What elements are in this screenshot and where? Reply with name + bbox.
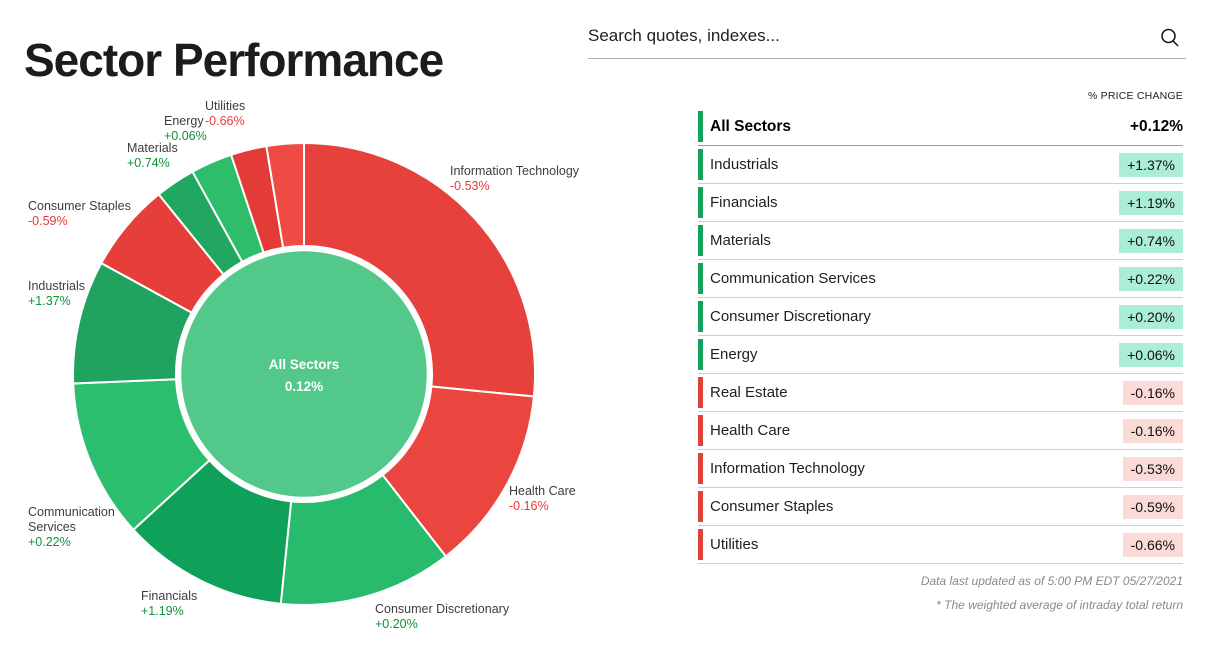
- sector-table: % PRICE CHANGE All Sectors +0.12% Indust…: [698, 90, 1183, 564]
- donut-center-value: 0.12%: [285, 379, 323, 394]
- chart-label-sector-name: Consumer Discretionary: [375, 602, 510, 616]
- chart-label-communication-services: Communication Services +0.22%: [28, 505, 140, 550]
- chart-label-change-value: -0.16%: [509, 499, 549, 513]
- row-price-change-badge: -0.59%: [1122, 494, 1183, 519]
- row-price-change-badge: +1.37%: [1119, 152, 1183, 177]
- table-row-consumer-staples[interactable]: Consumer Staples -0.59%: [698, 488, 1183, 526]
- table-row-real-estate[interactable]: Real Estate -0.16%: [698, 374, 1183, 412]
- row-sector-name: Real Estate: [710, 384, 788, 401]
- row-color-bar: [698, 111, 703, 142]
- row-color-bar: [698, 415, 703, 446]
- last-updated-text: Data last updated as of 5:00 PM EDT 05/2…: [920, 574, 1183, 588]
- row-color-bar: [698, 263, 703, 294]
- table-row-financials[interactable]: Financials +1.19%: [698, 184, 1183, 222]
- row-color-bar: [698, 225, 703, 256]
- chart-label-change-value: -0.66%: [205, 114, 245, 128]
- row-color-bar: [698, 187, 703, 218]
- price-change-column-header: % PRICE CHANGE: [1088, 90, 1183, 102]
- table-row-information-technology[interactable]: Information Technology -0.53%: [698, 450, 1183, 488]
- row-sector-name: Utilities: [710, 536, 759, 553]
- row-price-change-badge: +0.22%: [1119, 266, 1183, 291]
- donut-segment-real-estate[interactable]: [265, 142, 305, 249]
- chart-label-utilities: Utilities -0.66%: [205, 99, 305, 129]
- chart-label-change-value: +1.37%: [28, 294, 71, 308]
- row-price-change: +0.12%: [1129, 117, 1183, 135]
- row-price-change-badge: -0.53%: [1122, 456, 1183, 481]
- donut-center-circle: [178, 248, 430, 500]
- table-row-all-sectors[interactable]: All Sectors +0.12%: [698, 108, 1183, 146]
- row-sector-name: Information Technology: [710, 460, 865, 477]
- table-row-industrials[interactable]: Industrials +1.37%: [698, 146, 1183, 184]
- row-sector-name: Industrials: [710, 156, 779, 173]
- chart-label-energy: Energy +0.06%: [164, 114, 264, 144]
- chart-label-sector-name: Utilities: [205, 99, 246, 113]
- chart-label-sector-name: Energy: [164, 114, 204, 128]
- chart-label-change-value: +0.06%: [164, 129, 207, 143]
- table-row-energy[interactable]: Energy +0.06%: [698, 336, 1183, 374]
- row-color-bar: [698, 529, 703, 560]
- row-sector-name: Consumer Discretionary: [710, 308, 871, 325]
- chart-label-consumer-staples: Consumer Staples -0.59%: [28, 199, 188, 229]
- row-sector-name: Health Care: [710, 422, 791, 439]
- chart-label-sector-name: Financials: [141, 589, 198, 603]
- chart-label-change-value: +0.22%: [28, 535, 71, 549]
- row-sector-name: Consumer Staples: [710, 498, 834, 515]
- table-row-utilities[interactable]: Utilities -0.66%: [698, 526, 1183, 564]
- chart-label-change-value: +0.20%: [375, 617, 418, 631]
- row-color-bar: [698, 339, 703, 370]
- chart-label-consumer-discretionary: Consumer Discretionary +0.20%: [375, 602, 575, 632]
- row-color-bar: [698, 453, 703, 484]
- chart-label-materials: Materials +0.74%: [127, 141, 237, 171]
- chart-label-information-technology: Information Technology -0.53%: [450, 164, 610, 194]
- row-sector-name: Communication Services: [710, 270, 876, 287]
- donut-segment-information-technology[interactable]: [303, 142, 536, 398]
- row-color-bar: [698, 377, 703, 408]
- page-title: Sector Performance: [24, 33, 444, 86]
- chart-label-sector-name: Information Technology: [450, 164, 580, 178]
- row-sector-name: Materials: [710, 232, 771, 249]
- footer-notes: Data last updated as of 5:00 PM EDT 05/2…: [921, 569, 1183, 617]
- row-price-change-badge: +0.06%: [1119, 342, 1183, 367]
- search-icon[interactable]: [1158, 26, 1182, 50]
- table-row-consumer-discretionary[interactable]: Consumer Discretionary +0.20%: [698, 298, 1183, 336]
- row-color-bar: [698, 301, 703, 332]
- row-price-change-badge: -0.16%: [1122, 418, 1183, 443]
- search-input[interactable]: [588, 18, 1143, 46]
- chart-label-change-value: +1.19%: [141, 604, 184, 618]
- row-price-change-badge: -0.66%: [1122, 532, 1183, 557]
- row-sector-name: Financials: [710, 194, 778, 211]
- table-row-health-care[interactable]: Health Care -0.16%: [698, 412, 1183, 450]
- table-row-communication-services[interactable]: Communication Services +0.22%: [698, 260, 1183, 298]
- table-row-materials[interactable]: Materials +0.74%: [698, 222, 1183, 260]
- row-color-bar: [698, 491, 703, 522]
- chart-label-sector-name: Communication Services: [28, 505, 115, 534]
- row-price-change-badge: +1.19%: [1119, 190, 1183, 215]
- chart-label-health-care: Health Care -0.16%: [509, 484, 629, 514]
- chart-label-sector-name: Consumer Staples: [28, 199, 131, 213]
- chart-label-sector-name: Industrials: [28, 279, 85, 293]
- chart-label-change-value: +0.74%: [127, 156, 170, 170]
- chart-label-sector-name: Materials: [127, 141, 178, 155]
- row-price-change-badge: +0.74%: [1119, 228, 1183, 253]
- row-sector-name: Energy: [710, 346, 758, 363]
- weighted-average-note: * The weighted average of intraday total…: [936, 598, 1183, 612]
- chart-label-sector-name: Health Care: [509, 484, 576, 498]
- sector-donut-chart: All Sectors 0.12% Information Technology…: [0, 85, 660, 645]
- chart-label-change-value: -0.53%: [450, 179, 490, 193]
- row-color-bar: [698, 149, 703, 180]
- donut-segments: [72, 142, 536, 606]
- chart-label-financials: Financials +1.19%: [141, 589, 261, 619]
- chart-label-industrials: Industrials +1.37%: [28, 279, 158, 309]
- row-price-change-badge: +0.20%: [1119, 304, 1183, 329]
- search-bar: [588, 18, 1186, 59]
- row-sector-name: All Sectors: [710, 117, 791, 135]
- row-price-change-badge: -0.16%: [1122, 380, 1183, 405]
- donut-center-label: All Sectors: [269, 357, 340, 372]
- chart-label-change-value: -0.59%: [28, 214, 68, 228]
